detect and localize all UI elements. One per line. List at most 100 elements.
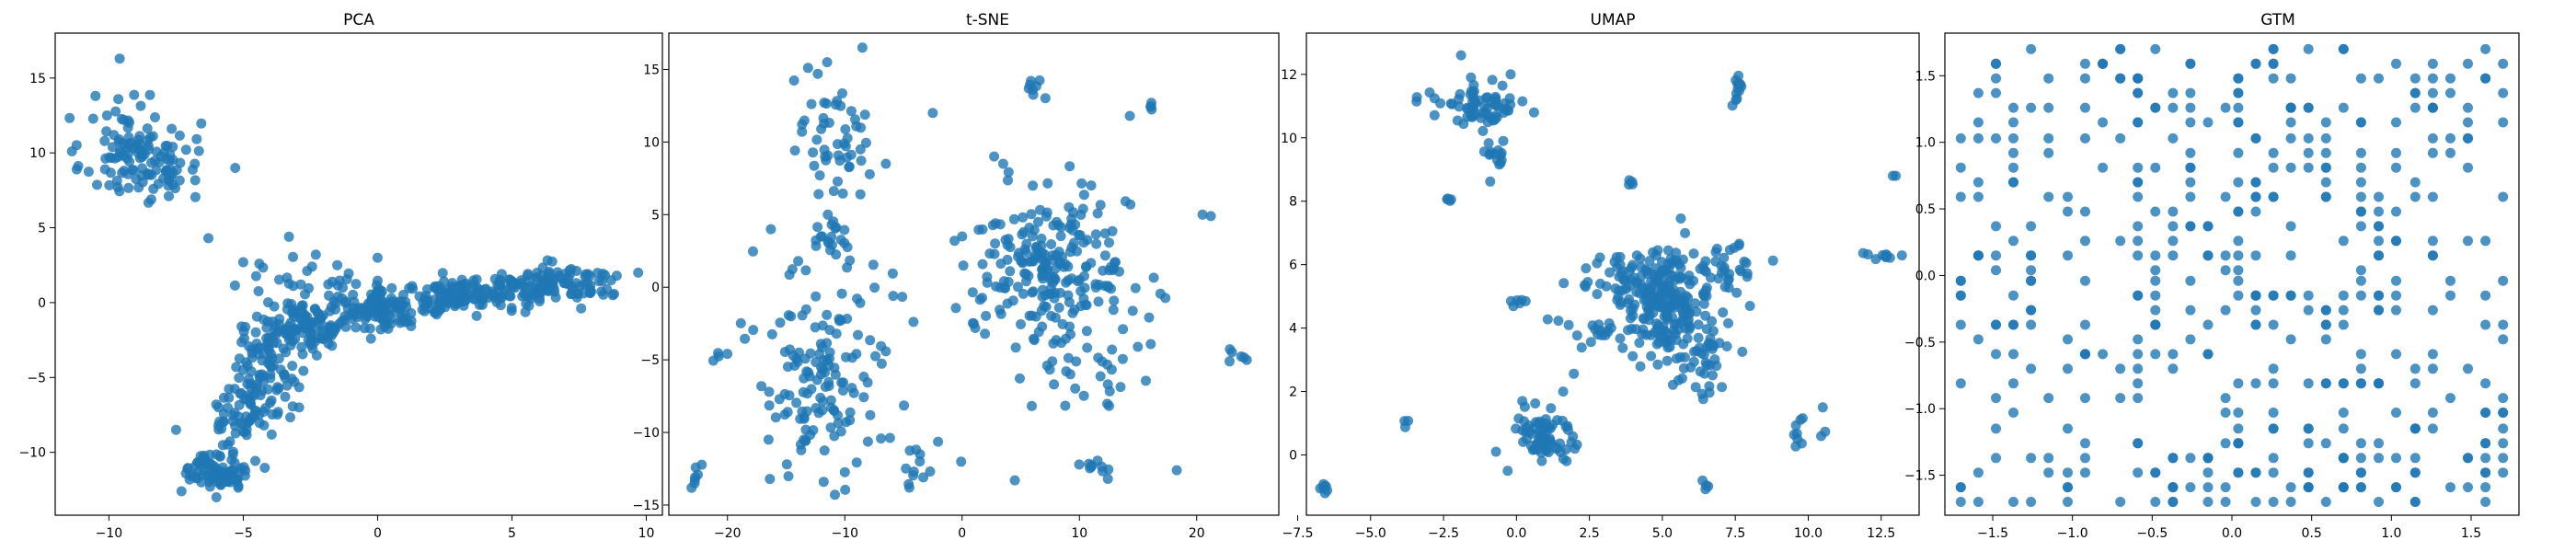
data-point	[1525, 441, 1536, 451]
data-point	[1005, 266, 1016, 277]
data-point	[846, 383, 857, 394]
data-point	[764, 386, 775, 397]
data-point	[821, 98, 832, 109]
data-point	[1081, 261, 1092, 272]
data-points	[64, 53, 644, 502]
data-point	[2008, 408, 2018, 418]
data-point	[1535, 416, 1546, 427]
data-point	[851, 457, 862, 468]
data-point	[223, 402, 233, 413]
data-point	[1552, 415, 1563, 426]
data-point	[1558, 278, 1570, 289]
panel-title: t-SNE	[966, 11, 1009, 29]
x-tick-label: 5.0	[1652, 526, 1673, 541]
data-point	[468, 275, 479, 286]
data-point	[2026, 275, 2037, 286]
data-point	[1625, 313, 1636, 324]
data-point	[83, 167, 94, 178]
data-point	[1546, 403, 1557, 414]
data-point	[2374, 191, 2384, 202]
data-point	[2303, 305, 2314, 316]
data-point	[1026, 209, 1037, 220]
data-point	[2185, 117, 2196, 128]
data-point	[1704, 381, 1715, 392]
data-point	[2285, 73, 2296, 84]
data-point	[137, 163, 147, 174]
data-point	[404, 282, 415, 293]
data-point	[266, 429, 277, 440]
data-point	[982, 277, 993, 288]
data-point	[820, 151, 831, 162]
data-point	[597, 269, 608, 279]
data-point	[142, 135, 153, 146]
data-point	[2115, 43, 2126, 54]
data-point	[2445, 393, 2455, 404]
data-point	[2233, 265, 2244, 276]
data-point	[2355, 221, 2366, 232]
x-axis: −10 −5 0 5 10	[96, 515, 654, 541]
data-point	[1681, 305, 1692, 316]
data-point	[117, 167, 128, 178]
data-point	[101, 110, 112, 121]
data-point	[855, 297, 866, 308]
data-point	[1682, 333, 1693, 344]
data-point	[2355, 378, 2366, 389]
data-point	[1542, 314, 1553, 325]
data-point	[2391, 482, 2401, 493]
data-point	[2026, 221, 2037, 232]
data-point	[837, 188, 848, 199]
data-point	[800, 265, 811, 276]
data-point	[980, 328, 991, 339]
data-point	[580, 271, 591, 282]
data-point	[234, 399, 245, 410]
data-point	[831, 249, 842, 260]
data-point	[950, 303, 961, 314]
data-point	[123, 132, 134, 143]
data-point	[806, 384, 817, 395]
data-point	[2168, 132, 2179, 144]
data-point	[1047, 254, 1057, 265]
data-point	[506, 305, 517, 316]
data-point	[1225, 344, 1236, 355]
data-point	[1991, 265, 2001, 276]
data-point	[1624, 293, 1635, 305]
data-point	[2250, 132, 2261, 144]
data-point	[1455, 50, 1466, 61]
data-point	[1972, 497, 1984, 507]
data-point	[1737, 346, 1748, 357]
data-point	[262, 384, 273, 395]
data-point	[2168, 497, 2179, 507]
data-point	[1485, 176, 1496, 187]
data-point	[765, 474, 776, 485]
data-point	[1652, 323, 1662, 334]
data-point	[2427, 102, 2438, 113]
data-point	[2043, 132, 2054, 144]
data-point	[2168, 236, 2179, 247]
data-point	[292, 325, 303, 335]
data-point	[211, 399, 222, 410]
data-point	[2150, 497, 2161, 507]
data-point	[383, 323, 394, 334]
data-point	[2409, 453, 2421, 464]
data-point	[1693, 332, 1704, 343]
x-tick-label: −1.0	[2057, 526, 2088, 541]
data-point	[914, 456, 926, 467]
data-point	[933, 436, 944, 447]
data-point	[2338, 305, 2349, 316]
y-axis: −10 −5 0 5 10 15	[18, 72, 55, 461]
data-point	[341, 274, 352, 284]
data-point	[1731, 88, 1742, 99]
data-point	[2185, 177, 2196, 188]
data-point	[817, 364, 828, 375]
data-point	[266, 349, 277, 360]
y-tick-label: 8	[1289, 195, 1297, 210]
data-point	[1627, 351, 1639, 362]
data-point	[2355, 467, 2366, 478]
data-point	[360, 304, 371, 315]
data-point	[224, 384, 235, 395]
data-point	[1721, 341, 1732, 351]
data-point	[828, 186, 839, 197]
data-point	[2409, 191, 2421, 202]
data-point	[2303, 132, 2314, 144]
data-point	[1675, 286, 1686, 297]
